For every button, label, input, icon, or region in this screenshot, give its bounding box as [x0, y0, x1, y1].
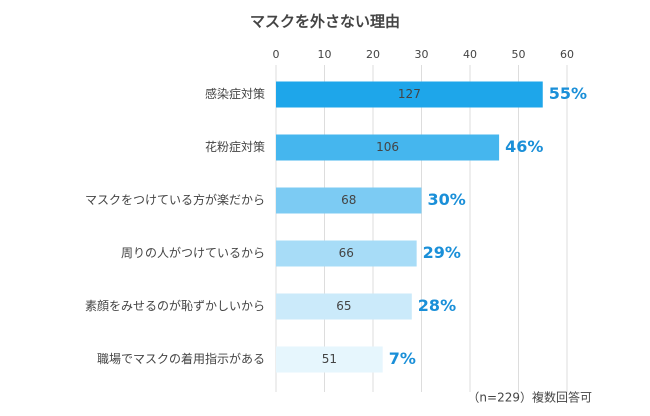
bar: [276, 187, 422, 214]
y-tick-label: 周りの人がつけているから: [121, 245, 265, 260]
percent-label: 30%: [428, 190, 466, 209]
count-label: 127: [398, 87, 421, 101]
x-tick-label: 0: [273, 48, 280, 61]
percent-label: 55%: [549, 84, 587, 103]
x-tick-label: 10: [318, 48, 332, 61]
percent-label: 7%: [389, 349, 416, 368]
x-tick-label: 30: [415, 48, 429, 61]
count-label: 65: [336, 299, 351, 313]
bar: [276, 134, 500, 161]
count-label: 68: [341, 193, 356, 207]
count-label: 106: [376, 140, 399, 154]
note: （n=229）複数回答可: [467, 390, 592, 405]
y-tick-label: 素顔をみせるのが恥ずかしいから: [85, 298, 265, 313]
y-tick-label: 花粉症対策: [205, 139, 265, 154]
percent-label: 46%: [505, 137, 543, 156]
y-tick-label: マスクをつけている方が楽だから: [85, 192, 265, 207]
bar: [276, 81, 543, 108]
x-tick-label: 60: [560, 48, 574, 61]
bar: [276, 240, 417, 267]
chart-title: マスクを外さない理由: [250, 13, 400, 31]
count-label: 66: [339, 246, 354, 260]
bar: [276, 293, 412, 320]
y-tick-label: 感染症対策: [205, 86, 265, 101]
percent-label: 29%: [423, 243, 461, 262]
count-label: 51: [322, 352, 337, 366]
x-tick-label: 50: [512, 48, 526, 61]
x-tick-label: 40: [463, 48, 477, 61]
y-tick-label: 職場でマスクの着用指示がある: [97, 351, 265, 366]
x-tick-label: 20: [366, 48, 380, 61]
bar: [276, 346, 383, 373]
percent-label: 28%: [418, 296, 456, 315]
